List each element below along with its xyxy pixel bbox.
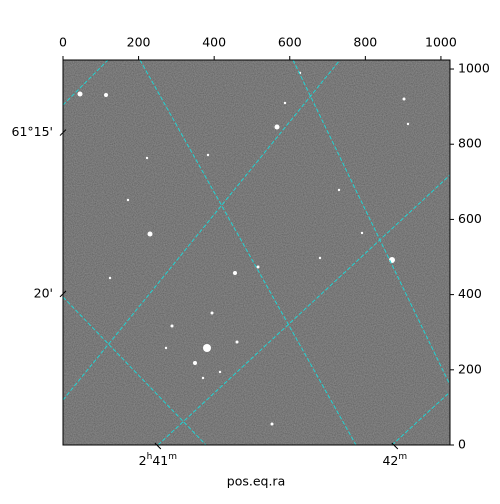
ra-tick-label: 42m [382, 452, 407, 468]
ra-tick [391, 442, 399, 450]
x-tick-label: 800 [353, 35, 377, 50]
x-tick-label: 0 [59, 35, 67, 50]
x-tick-label: 400 [202, 35, 226, 50]
sky-image [63, 60, 450, 445]
y-tick-label: 400 [458, 286, 482, 301]
y-tick-label: 200 [458, 361, 482, 376]
ra-tick-label: 2h41m [139, 452, 177, 468]
y-tick-label: 0 [458, 437, 466, 452]
dec-tick [59, 290, 67, 298]
y-tick-label: 1000 [458, 61, 490, 76]
y-tick-label: 600 [458, 211, 482, 226]
dec-tick-label: 20' [34, 285, 53, 300]
ra-tick [154, 442, 162, 450]
x-axis-label: pos.eq.ra [227, 474, 285, 489]
axes-frame [62, 59, 451, 446]
x-tick-label: 600 [278, 35, 302, 50]
x-tick-label: 1000 [425, 35, 457, 50]
x-tick-label: 200 [127, 35, 151, 50]
dec-tick [59, 129, 67, 136]
coordinate-grid [62, 59, 451, 446]
dec-tick-label: 61°15' [12, 124, 54, 139]
y-tick-label: 800 [458, 136, 482, 151]
